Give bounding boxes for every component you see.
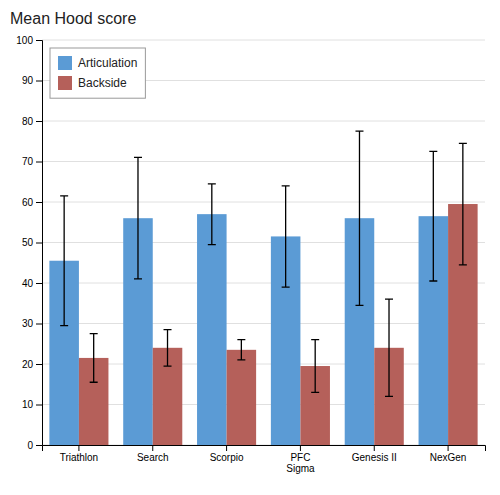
tick-mark bbox=[226, 445, 227, 451]
y-tick: 100 bbox=[16, 35, 42, 46]
grid bbox=[42, 40, 485, 445]
tick-label: Genesis II bbox=[352, 452, 397, 463]
tick-mark bbox=[36, 445, 42, 446]
grid-line bbox=[42, 40, 485, 41]
tick-mark bbox=[152, 445, 153, 451]
tick-label: 0 bbox=[27, 440, 33, 451]
tick-mark bbox=[36, 283, 42, 284]
tick-mark bbox=[36, 162, 42, 163]
tick-label: 90 bbox=[22, 75, 34, 86]
grid-line bbox=[42, 202, 485, 203]
tick-label: 40 bbox=[22, 278, 34, 289]
y-tick: 20 bbox=[22, 359, 42, 370]
x-tick: Triathlon bbox=[60, 445, 99, 463]
error-bar bbox=[90, 334, 98, 383]
axis-line bbox=[36, 41, 43, 446]
y-tick: 0 bbox=[27, 440, 42, 451]
error-bar bbox=[282, 186, 290, 287]
legend: Articulation Backside bbox=[50, 48, 145, 98]
legend-box bbox=[50, 48, 145, 98]
error-bar bbox=[385, 299, 393, 396]
tick-label: 70 bbox=[22, 156, 34, 167]
legend-label: Backside bbox=[78, 76, 127, 90]
y-tick: 90 bbox=[22, 75, 42, 86]
legend-swatch bbox=[58, 56, 72, 70]
legend-item: Articulation bbox=[58, 56, 137, 70]
error-bar bbox=[208, 184, 216, 245]
error-bar bbox=[355, 131, 363, 305]
error-bar bbox=[311, 340, 319, 393]
y-tick: 80 bbox=[22, 116, 42, 127]
error-bar bbox=[429, 151, 437, 281]
tick-label: 50 bbox=[22, 237, 34, 248]
tick-mark bbox=[300, 445, 301, 451]
tick-mark bbox=[448, 445, 449, 451]
series bbox=[79, 143, 478, 445]
y-tick: 60 bbox=[22, 197, 42, 208]
axis-line bbox=[43, 446, 486, 452]
marks bbox=[49, 131, 477, 445]
tick-mark bbox=[36, 202, 42, 203]
x-tick: NexGen bbox=[430, 445, 467, 463]
tick-mark bbox=[78, 445, 79, 451]
y-tick: 10 bbox=[22, 399, 42, 410]
tick-mark bbox=[36, 243, 42, 244]
series bbox=[49, 131, 448, 445]
x-tick: PFCSigma bbox=[286, 445, 315, 474]
tick-label: Triathlon bbox=[60, 452, 99, 463]
x-tick: Search bbox=[137, 445, 169, 463]
tick-mark bbox=[36, 81, 42, 82]
tick-mark bbox=[36, 121, 42, 122]
tick-label: 20 bbox=[22, 359, 34, 370]
error-bar bbox=[237, 340, 245, 360]
chart: 0 10 20 30 40 50 60 70 80 90 100 Triathlon Search Sco… bbox=[0, 0, 500, 495]
tick-label: 60 bbox=[22, 197, 34, 208]
title: Mean Hood score bbox=[10, 10, 136, 27]
tick-mark bbox=[36, 324, 42, 325]
grid-line bbox=[42, 121, 485, 122]
tick-label: 80 bbox=[22, 116, 34, 127]
tick-label: 10 bbox=[22, 399, 34, 410]
error-bar bbox=[459, 143, 467, 265]
tick-mark bbox=[374, 445, 375, 451]
tick-label: Search bbox=[137, 452, 169, 463]
tick-mark bbox=[36, 364, 42, 365]
y-axis: 0 10 20 30 40 50 60 70 80 90 100 bbox=[16, 35, 42, 451]
tick-label: 30 bbox=[22, 318, 34, 329]
legend-item: Backside bbox=[58, 76, 127, 90]
tick-label: Scorpio bbox=[210, 452, 244, 463]
x-tick: Scorpio bbox=[210, 445, 244, 463]
bar bbox=[197, 214, 227, 445]
legend-swatch bbox=[58, 76, 72, 90]
tick-mark bbox=[36, 405, 42, 406]
tick-label: NexGen bbox=[430, 452, 467, 463]
x-tick: Genesis II bbox=[352, 445, 397, 463]
error-bar bbox=[60, 196, 68, 326]
plot: 0 10 20 30 40 50 60 70 80 90 100 Triathlon Search Sco… bbox=[16, 35, 485, 474]
y-tick: 30 bbox=[22, 318, 42, 329]
tick-label: 100 bbox=[16, 35, 33, 46]
tick-mark bbox=[36, 40, 42, 41]
error-bar bbox=[134, 157, 142, 279]
y-tick: 40 bbox=[22, 278, 42, 289]
y-tick: 70 bbox=[22, 156, 42, 167]
y-tick: 50 bbox=[22, 237, 42, 248]
bar bbox=[227, 350, 257, 445]
legend-label: Articulation bbox=[78, 56, 137, 70]
tick-label: PFCSigma bbox=[286, 452, 315, 474]
grid-line bbox=[42, 161, 485, 162]
error-bar bbox=[164, 330, 172, 366]
x-axis: Triathlon Search Scorpio PFCSigma Genesis II… bbox=[43, 445, 486, 474]
